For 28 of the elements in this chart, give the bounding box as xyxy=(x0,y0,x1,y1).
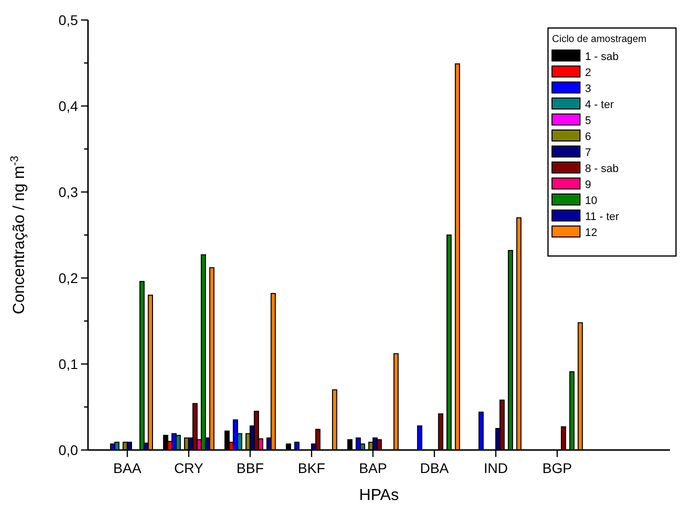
x-tick-label: IND xyxy=(484,460,508,476)
legend-label: 6 xyxy=(585,131,592,143)
legend-label: 2 xyxy=(585,67,592,79)
x-axis-title: HPAs xyxy=(359,487,399,504)
legend-label: 11 - ter xyxy=(585,211,620,223)
legend-label: 12 xyxy=(585,227,598,239)
legend-label: 5 xyxy=(585,115,592,127)
legend-label: 9 xyxy=(585,179,592,191)
legend-label: 4 - ter xyxy=(585,99,614,111)
x-tick-label: DBA xyxy=(420,460,450,476)
y-tick-label: 0,1 xyxy=(58,356,78,372)
x-tick-label: BAA xyxy=(113,460,142,476)
legend-label: 10 xyxy=(585,195,598,207)
x-tick-label: BGP xyxy=(542,460,572,476)
legend-label: 1 - sab xyxy=(585,51,619,63)
y-tick-label: 0,2 xyxy=(58,270,78,286)
legend-label: 8 - sab xyxy=(585,163,619,175)
x-tick-label: BKF xyxy=(298,460,326,476)
x-tick-label: BBF xyxy=(236,460,264,476)
legend-label: 3 xyxy=(585,83,592,95)
legend-label: 7 xyxy=(585,147,592,159)
x-tick-label: CRY xyxy=(174,460,204,476)
x-tick-label: BAP xyxy=(358,460,387,476)
y-tick-label: 0,3 xyxy=(58,184,78,200)
legend-title: Ciclo de amostragem xyxy=(552,34,646,45)
y-tick-label: 0,0 xyxy=(58,442,78,458)
y-tick-label: 0,5 xyxy=(58,12,78,28)
y-tick-label: 0,4 xyxy=(58,98,78,114)
